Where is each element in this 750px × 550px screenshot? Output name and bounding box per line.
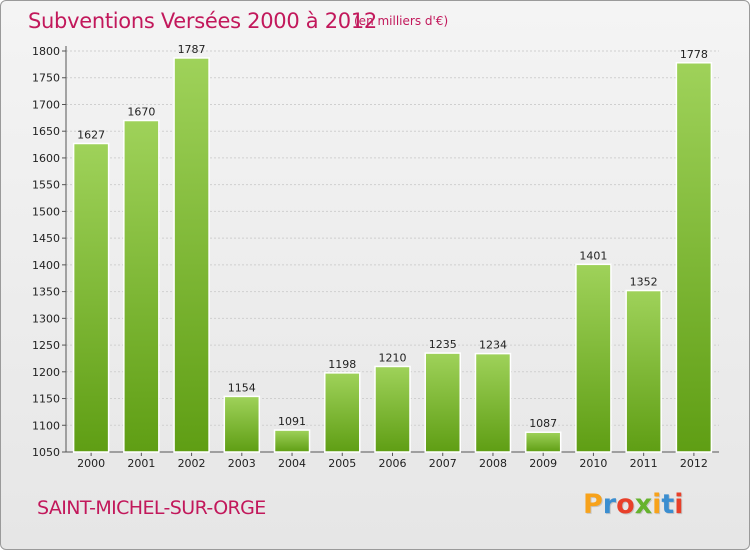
y-tick-label: 1250 [32, 339, 60, 352]
bar [424, 352, 461, 453]
x-tick-label: 2005 [328, 457, 356, 470]
bar [575, 263, 612, 453]
y-tick-label: 1750 [32, 72, 60, 85]
labels: 1050 1100 1150 1200 1250 1300 1350 1400 1450 1500… [32, 43, 708, 470]
y-tick-label: 1700 [32, 98, 60, 111]
x-tick-label: 2011 [630, 457, 658, 470]
x-tick-label: 2002 [178, 457, 206, 470]
bar [173, 57, 210, 453]
bar [324, 372, 361, 453]
x-tick-label: 2009 [529, 457, 557, 470]
data-label: 1787 [178, 43, 206, 56]
y-tick-label: 1600 [32, 152, 60, 165]
x-tick-label: 2010 [579, 457, 607, 470]
data-label: 1091 [278, 415, 306, 428]
proxiti-logo: Proxiti [583, 489, 684, 520]
data-label: 1778 [680, 48, 708, 61]
y-tick-label: 1500 [32, 205, 60, 218]
data-label: 1401 [579, 249, 607, 262]
chart-title: Subventions Versées 2000 à 2012 [28, 9, 377, 33]
bars [72, 57, 713, 453]
logo-letter: P [583, 489, 603, 520]
x-tick-label: 2004 [278, 457, 306, 470]
bar [474, 352, 512, 453]
y-tick-label: 1100 [32, 419, 60, 432]
y-tick-label: 1350 [32, 286, 60, 299]
bar [625, 289, 662, 453]
data-label: 1352 [630, 276, 658, 289]
bar [675, 62, 713, 453]
logo-letter: i [674, 489, 684, 520]
municipality-name: SAINT-MICHEL-SUR-ORGE [37, 497, 266, 519]
logo-letter: t [661, 489, 675, 520]
y-tick-label: 1450 [32, 232, 60, 245]
y-tick-label: 1050 [32, 446, 60, 459]
x-tick-label: 2006 [379, 457, 407, 470]
x-tick-label: 2007 [429, 457, 457, 470]
x-tick-label: 2003 [228, 457, 256, 470]
bar [72, 142, 110, 453]
data-label: 1627 [77, 128, 105, 141]
x-tick-label: 2012 [680, 457, 708, 470]
y-tick-label: 1650 [32, 125, 60, 138]
logo-letter: r [602, 489, 617, 520]
x-tick-label: 2001 [127, 457, 155, 470]
data-label: 1210 [379, 351, 407, 364]
bar [223, 395, 261, 453]
data-label: 1154 [228, 381, 256, 394]
bar [273, 429, 311, 453]
x-tick-label: 2008 [479, 457, 507, 470]
data-label: 1087 [529, 417, 557, 430]
logo-letter: o [616, 489, 635, 520]
bar [524, 431, 562, 453]
logo-letter: i [652, 489, 662, 520]
bar [123, 119, 160, 453]
data-label: 1234 [479, 339, 507, 352]
logo-letter: x [634, 489, 653, 520]
data-label: 1670 [127, 106, 155, 119]
data-label: 1198 [328, 358, 356, 371]
y-tick-label: 1550 [32, 179, 60, 192]
bar [374, 365, 411, 453]
x-tick-label: 2000 [77, 457, 105, 470]
y-tick-label: 1800 [32, 45, 60, 58]
y-tick-label: 1400 [32, 259, 60, 272]
y-tick-label: 1150 [32, 393, 60, 406]
chart-subtitle: (en milliers d'€) [354, 14, 449, 28]
data-label: 1235 [429, 338, 457, 351]
y-tick-label: 1200 [32, 366, 60, 379]
y-tick-label: 1300 [32, 312, 60, 325]
